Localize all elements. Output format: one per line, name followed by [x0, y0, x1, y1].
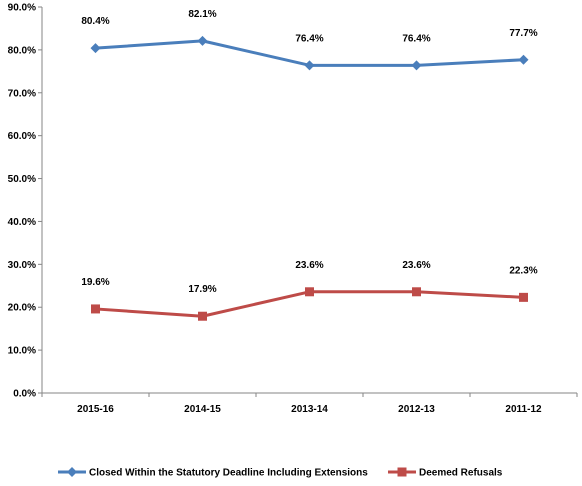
data-label: 76.4% [402, 33, 430, 44]
data-label: 17.9% [188, 284, 216, 295]
legend: Closed Within the Statutory Deadline Inc… [58, 467, 503, 479]
data-point [197, 35, 208, 46]
x-tick-label: 2011-12 [505, 404, 542, 415]
legend-marker [67, 467, 77, 477]
x-tick-label: 2012-13 [398, 404, 435, 415]
y-axis: 0.0% 10.0% 20.0% 30.0% 40.0% 50.0% 60.0% 70.0% 8… [8, 3, 43, 400]
legend-label: Deemed Refusals [419, 468, 503, 479]
y-tick-label: 40.0% [8, 217, 36, 228]
legend-item: Closed Within the Statutory Deadline Inc… [58, 467, 368, 479]
data-point [90, 43, 101, 54]
data-label: 76.4% [295, 33, 323, 44]
legend-item: Deemed Refusals [388, 467, 503, 479]
y-tick-label: 20.0% [8, 303, 36, 314]
y-tick-label: 30.0% [8, 260, 36, 271]
series-2: 19.6% 17.9% 23.6% 23.6% 22.3% [81, 260, 538, 321]
data-label: 23.6% [402, 260, 430, 271]
y-tick-label: 70.0% [8, 88, 36, 99]
data-point [91, 304, 100, 314]
y-tick-label: 50.0% [8, 174, 36, 185]
data-label: 82.1% [188, 9, 216, 20]
x-tick-label: 2015-16 [77, 404, 114, 415]
data-label: 23.6% [295, 260, 323, 271]
data-point [412, 287, 421, 297]
data-label: 22.3% [509, 265, 537, 276]
data-label: 19.6% [81, 277, 109, 288]
y-tick-label: 10.0% [8, 346, 36, 357]
x-tick-label: 2014-15 [184, 404, 221, 415]
legend-marker [397, 467, 407, 477]
y-tick-label: 60.0% [8, 131, 36, 142]
legend-label: Closed Within the Statutory Deadline Inc… [89, 468, 368, 479]
data-point [518, 54, 529, 65]
data-point [411, 60, 422, 71]
x-axis: 2015-16 2014-15 2013-14 2012-13 2011-12 [41, 392, 578, 415]
x-tick-label: 2013-14 [291, 404, 328, 415]
y-tick-label: 0.0% [13, 389, 36, 400]
data-point [198, 311, 207, 321]
data-label: 77.7% [509, 28, 537, 39]
y-tick-label: 90.0% [8, 3, 36, 14]
y-tick-label: 80.0% [8, 45, 36, 56]
plot-area: 80.4% 82.1% 76.4% 76.4% 77.7% 19.6% 17.9% 23.6%… [81, 9, 538, 321]
data-label: 80.4% [81, 16, 109, 27]
data-point [305, 287, 314, 297]
data-point [519, 292, 528, 302]
data-point [304, 60, 315, 71]
series-1: 80.4% 82.1% 76.4% 76.4% 77.7% [81, 9, 538, 71]
